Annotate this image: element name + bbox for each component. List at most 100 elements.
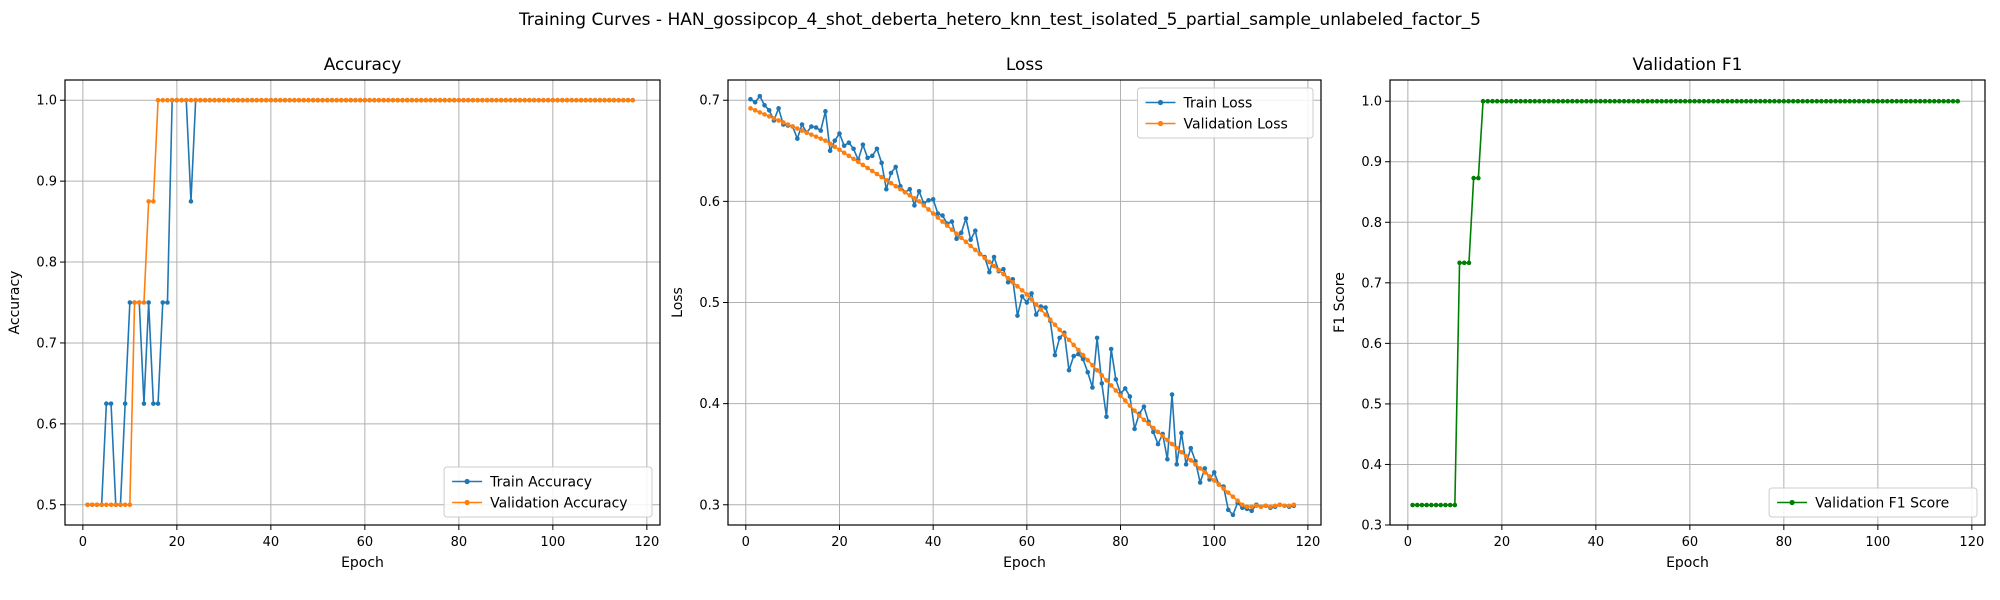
panel-loss-series-validation-loss-point: [1207, 474, 1212, 479]
panel-loss-series-train-loss-point: [1090, 385, 1095, 390]
panel-validation-f1-series-validation-f1-score-point: [1555, 98, 1561, 104]
panel-validation-f1-series-validation-f1-score-point: [1837, 98, 1843, 104]
panel-accuracy-series-validation-accuracy-point: [527, 97, 532, 103]
panel-accuracy-legend-entry-train-accuracy-marker: [464, 478, 470, 485]
panel-loss-series-train-loss-point: [1015, 313, 1020, 318]
panel-accuracy-series-validation-accuracy-point: [559, 97, 565, 103]
panel-validation-f1-series-validation-f1-score-point: [1588, 98, 1594, 104]
panel-loss-series-train-loss-point: [1099, 381, 1105, 386]
panel-accuracy-xtick-label: 120: [634, 535, 659, 550]
panel-validation-f1-series-validation-f1-score-point: [1631, 98, 1636, 104]
panel-accuracy-xlabel: Epoch: [341, 555, 384, 571]
panel-loss-series-train-loss-point: [1080, 356, 1086, 362]
panel-accuracy-series-validation-accuracy-point: [555, 97, 560, 103]
panel-loss-ytick-label: 0.6: [699, 195, 720, 210]
panel-accuracy-ytick-label: 0.9: [36, 175, 57, 190]
panel-loss-series-validation-loss-point: [1202, 470, 1208, 475]
panel-loss-legend-entry-validation-loss: Validation Loss: [1145, 117, 1288, 133]
panel-loss: 0 20 40 60 80 100 120 0.3 0.4 0.5 0.6 0.7 Loss Epoch L…: [670, 55, 1322, 571]
panel-accuracy-series-train-accuracy-point: [151, 401, 156, 406]
panel-accuracy-series-validation-accuracy-point: [461, 97, 466, 103]
panel-accuracy-series-validation-accuracy-point: [517, 97, 523, 103]
panel-accuracy-series-validation-accuracy-point: [583, 97, 589, 103]
panel-loss-legend: Train Loss Validation Loss: [1137, 87, 1314, 139]
panel-validation-f1-series-validation-f1-score-point: [1753, 98, 1758, 104]
panel-accuracy-series-validation-accuracy-point: [451, 97, 457, 103]
panel-validation-f1-series-validation-f1-score-point: [1715, 98, 1721, 104]
panel-loss-series-validation-loss-point: [780, 120, 786, 125]
panel-loss-series-validation-loss-point: [1057, 327, 1062, 333]
panel-accuracy-series-validation-accuracy-point: [428, 97, 433, 103]
panel-loss-series-validation-loss-point: [1071, 342, 1076, 348]
panel-accuracy-series-validation-accuracy-point: [592, 97, 598, 103]
panel-validation-f1-series-validation-f1-score-point: [1612, 98, 1617, 104]
panel-loss-series-validation-loss-point: [1038, 307, 1044, 312]
panel-accuracy-series-validation-accuracy-point: [146, 199, 151, 204]
panel-accuracy-series-train-accuracy-point: [155, 401, 161, 406]
panel-accuracy: 0 20 40 60 80 100 120 0.5 0.6 0.7 0.8 0.9 1.0 Accurac…: [7, 55, 661, 571]
panel-validation-f1-ytick-label: 0.6: [1361, 337, 1382, 352]
panel-accuracy-legend-box: [443, 466, 653, 518]
panel-loss-series-train-loss-point: [1183, 462, 1189, 467]
panel-accuracy-series-validation-accuracy-point: [324, 97, 330, 103]
panel-accuracy-series-validation-accuracy-point: [447, 97, 452, 103]
panel-accuracy-series-validation-accuracy-point: [169, 97, 175, 103]
panel-validation-f1-series-validation-f1-score-point: [1419, 502, 1425, 508]
panel-accuracy-series-validation-accuracy-point: [235, 97, 241, 103]
panel-loss-ylabel: Loss: [670, 287, 686, 318]
panel-loss-series-validation-loss-point: [818, 136, 824, 141]
panel-validation-f1-series-validation-f1-score-point: [1852, 98, 1857, 104]
panel-validation-f1-ytick-label: 0.5: [1361, 397, 1382, 412]
panel-loss-series-train-loss-point: [1052, 352, 1058, 358]
panel-validation-f1-series-validation-f1-score-point: [1823, 98, 1829, 104]
panel-loss-series-validation-loss-point: [1010, 279, 1016, 285]
panel-loss-series-train-loss-point: [1155, 441, 1161, 447]
panel-validation-f1-legend-entry-validation-f1-score-label: Validation F1 Score: [1815, 496, 1949, 512]
panel-loss-series-validation-loss-point: [1254, 503, 1259, 509]
panel-loss-series-validation-loss-point: [776, 118, 781, 123]
panel-accuracy-series-validation-accuracy-point: [202, 97, 208, 103]
panel-accuracy-series-validation-accuracy-point: [414, 97, 419, 103]
panel-validation-f1-series-validation-f1-score-point: [1706, 98, 1711, 104]
panel-loss-series-validation-loss-point: [785, 122, 791, 127]
panel-accuracy-xtick-label: 60: [357, 535, 374, 550]
panel-accuracy-series-validation-accuracy-point: [179, 97, 184, 103]
panel-accuracy-series-validation-accuracy-point: [465, 97, 471, 103]
panel-loss-series-train-loss-point: [827, 148, 833, 154]
panel-loss-series-validation-loss-point: [1127, 403, 1133, 408]
panel-loss-series-validation-loss-point: [902, 189, 908, 195]
panel-accuracy-series-validation-accuracy-point: [230, 97, 236, 103]
panel-accuracy-series-validation-accuracy-point: [339, 97, 344, 103]
panel-validation-f1-series-validation-f1-score-point: [1903, 98, 1909, 104]
panel-loss-series-train-loss-point: [1249, 508, 1254, 514]
panel-loss-series-train-loss-point: [926, 198, 931, 203]
panel-accuracy-series-validation-accuracy-point: [597, 97, 603, 103]
panel-validation-f1-series-validation-f1-score-point: [1847, 98, 1852, 104]
panel-loss-series-validation-loss-point: [1249, 504, 1254, 510]
panel-accuracy-series-validation-accuracy-point: [282, 97, 288, 103]
panel-validation-f1-series-validation-f1-score-point: [1607, 98, 1613, 104]
panel-accuracy-series-train-accuracy-point: [160, 300, 166, 305]
panel-loss-series-train-loss-point: [954, 236, 959, 242]
panel-validation-f1-series-validation-f1-score-point: [1429, 502, 1434, 508]
panel-validation-f1-series-validation-f1-score-point: [1579, 98, 1585, 104]
panel-accuracy-series-validation-accuracy-point: [118, 502, 123, 508]
panel-loss-series-validation-loss-point: [898, 186, 903, 192]
panel-accuracy-series-validation-accuracy-point: [409, 97, 415, 103]
panel-validation-f1-series-validation-f1-score-point: [1682, 98, 1688, 104]
panel-loss-series-train-loss-point: [1132, 426, 1137, 432]
panel-loss-series-train-loss-point: [795, 136, 800, 141]
panel-validation-f1-series-validation-f1-score-point: [1725, 98, 1730, 104]
panel-loss-series-train-loss-point: [860, 142, 866, 148]
panel-loss-series-validation-loss-point: [973, 247, 978, 253]
panel-validation-f1-series-validation-f1-score-point: [1701, 98, 1707, 104]
panel-validation-f1-series-validation-f1-score-point: [1781, 98, 1787, 104]
panel-validation-f1-series-validation-f1-score-point: [1504, 98, 1509, 104]
panel-validation-f1-series-validation-f1-score-point: [1833, 98, 1838, 104]
panel-validation-f1-ytick-label: 0.9: [1361, 155, 1382, 170]
panel-loss-series-validation-loss-point: [954, 231, 959, 237]
panel-loss-series-validation-loss-point: [1174, 445, 1180, 451]
panel-loss-series-train-loss-point: [1151, 429, 1156, 435]
panel-validation-f1-series-validation-f1-score-point: [1490, 98, 1495, 104]
panel-accuracy-ytick-label: 0.8: [36, 256, 57, 271]
